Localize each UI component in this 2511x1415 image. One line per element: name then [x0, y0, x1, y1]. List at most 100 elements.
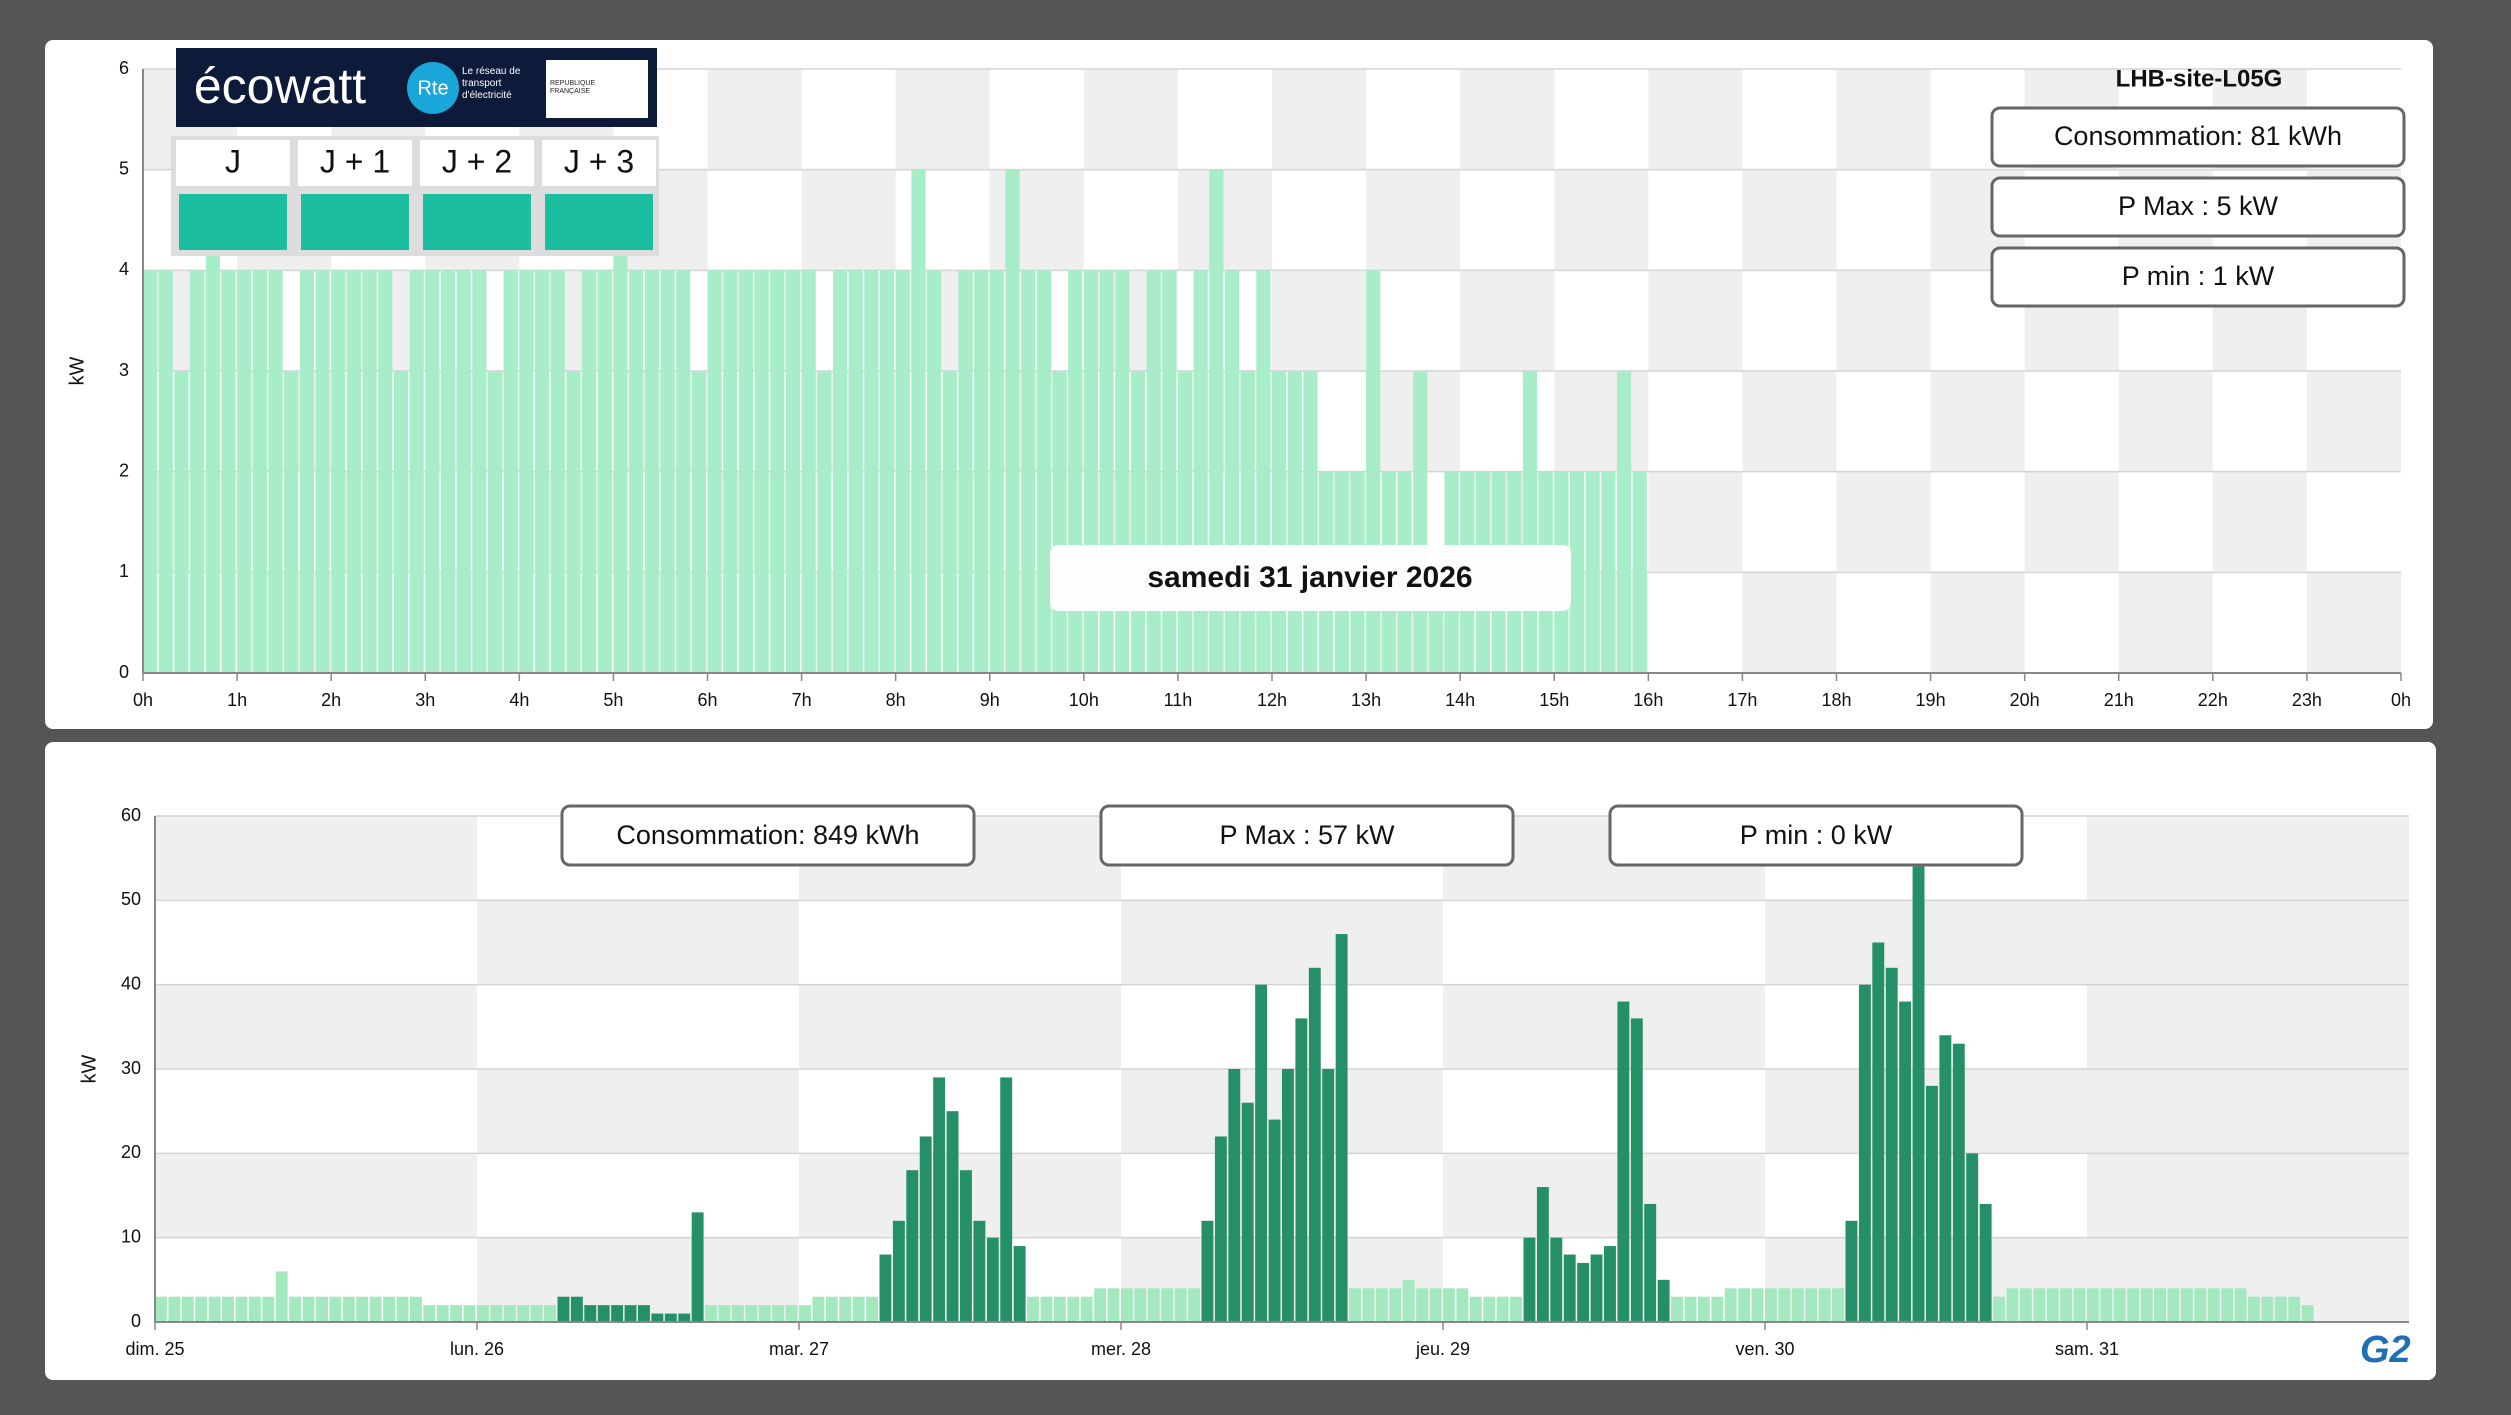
bar [1952, 1043, 1965, 1322]
bar [613, 169, 628, 673]
tagline: Le réseau de transport d'électricité [462, 66, 521, 101]
y-tick-label: 40 [121, 973, 141, 993]
bar [158, 270, 173, 673]
bar [817, 371, 832, 673]
day-header [176, 140, 290, 186]
bar [490, 1305, 503, 1322]
info-box [1990, 176, 2406, 238]
bar [2100, 1288, 2113, 1322]
day-label: J + 2 [442, 143, 512, 179]
ecowatt-days: J J + 1 J + 2 J + 3 [171, 136, 659, 256]
bar [1724, 1288, 1737, 1322]
bar [425, 270, 440, 673]
bar [1805, 1288, 1818, 1322]
bar [550, 270, 565, 673]
bar [738, 270, 754, 673]
bar [1366, 270, 1381, 673]
y-tick-label: 4 [119, 259, 129, 279]
bar [879, 270, 895, 673]
bar [1630, 1018, 1643, 1322]
bar [1585, 471, 1600, 673]
bar [660, 270, 675, 673]
bar [1295, 1018, 1308, 1322]
bar [1577, 1262, 1590, 1322]
bar [691, 371, 706, 673]
bar [2006, 1288, 2019, 1322]
bar [1174, 1288, 1187, 1322]
grid-cell [1648, 371, 1743, 472]
bar [1115, 270, 1130, 673]
bar [879, 1254, 892, 1322]
grid-cell [2118, 471, 2213, 573]
info-text: Consommation: 849 kWh [616, 820, 919, 850]
x-tick-label: 14h [1445, 690, 1475, 710]
bar [785, 1305, 798, 1322]
bar [205, 169, 220, 673]
bar [1872, 942, 1885, 1322]
grid-cell [155, 1069, 477, 1154]
bar [1130, 371, 1146, 673]
x-tick-label: 12h [1257, 690, 1287, 710]
bar [812, 1296, 825, 1322]
grid-cell [1742, 69, 1837, 170]
bar [1094, 1288, 1107, 1322]
bar [1402, 1279, 1415, 1322]
bar [1765, 1288, 1777, 1322]
x-tick-label: 0h [133, 690, 153, 710]
bar [2033, 1288, 2046, 1322]
bar [1322, 1069, 1335, 1322]
y-tick-label: 1 [119, 561, 129, 581]
x-tick-label: 21h [2104, 690, 2134, 710]
bar [1617, 1001, 1630, 1322]
bar [237, 270, 252, 673]
bar [181, 1296, 194, 1322]
bar [530, 1305, 543, 1322]
grid-cell [2212, 572, 2307, 673]
grid-cell [1443, 900, 1765, 985]
bar [472, 270, 487, 673]
rte-logo [407, 62, 459, 114]
bar [927, 270, 942, 673]
grid-cell [1460, 371, 1555, 472]
bar [190, 270, 205, 673]
info-box [560, 804, 976, 867]
y-tick-label: 30 [121, 1058, 141, 1078]
x-tick-label: 10h [1069, 690, 1099, 710]
bar [2154, 1288, 2166, 1322]
grid-cell [2024, 371, 2119, 472]
grid-cell [1272, 169, 1367, 271]
bar [942, 371, 957, 673]
y-tick-label: 5 [119, 158, 129, 178]
bar [356, 1296, 369, 1322]
bar [1362, 1288, 1375, 1322]
bar [723, 270, 738, 673]
bar [409, 270, 424, 673]
bar [638, 1305, 650, 1322]
bar [2087, 1288, 2099, 1322]
x-tick-label: 22h [2198, 690, 2228, 710]
republique-text: RÉPUBLIQUE FRANÇAISE [550, 80, 596, 95]
x-tick-label: 23h [2292, 690, 2322, 710]
bar [1228, 1069, 1241, 1322]
bar [143, 270, 158, 673]
bar [2207, 1288, 2220, 1322]
x-tick-label: 2h [321, 690, 341, 710]
bar [1349, 1288, 1361, 1322]
bar [396, 1296, 409, 1322]
bar [1899, 1001, 1912, 1322]
bar [440, 270, 456, 673]
bar [450, 1305, 463, 1322]
bar [477, 1305, 489, 1322]
bar [463, 1305, 476, 1322]
bar [369, 1296, 382, 1322]
bar [933, 1077, 946, 1322]
bar [456, 270, 471, 673]
bar [208, 1296, 221, 1322]
bar [503, 270, 518, 673]
bar [1684, 1296, 1697, 1322]
bar [678, 1313, 691, 1322]
bar [1818, 1288, 1831, 1322]
bar [2167, 1288, 2180, 1322]
x-tick-label: mar. 27 [769, 1339, 829, 1359]
